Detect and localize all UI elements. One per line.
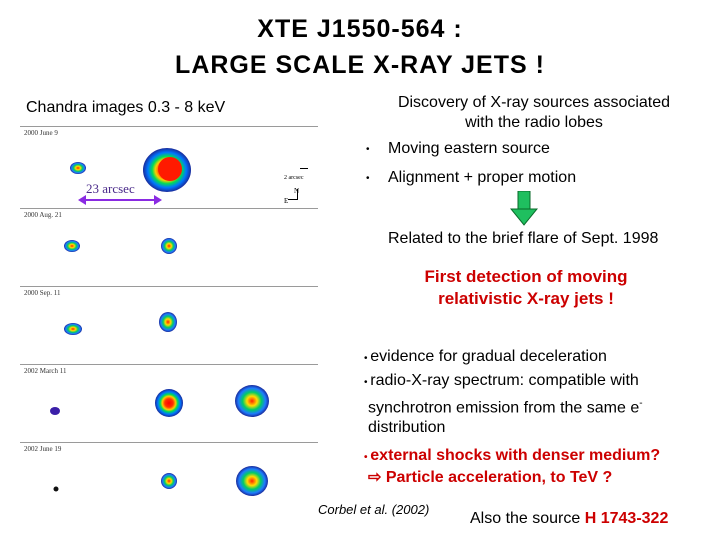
image-panel-2000-june-9: 2000 June 9 bbox=[20, 126, 318, 209]
scale-bar-right-arrow bbox=[154, 195, 162, 205]
point-spectrum-line-2: synchrotron emission from the same e- bbox=[368, 394, 643, 418]
point-spectrum-line-1: • radio-X-ray spectrum: compatible with bbox=[364, 371, 639, 393]
chandra-subtitle: Chandra images 0.3 - 8 keV bbox=[26, 99, 226, 116]
point-external-shocks-text: external shocks with denser medium? bbox=[370, 447, 661, 464]
central-source bbox=[161, 238, 177, 254]
panel-date: 2000 Sep. 11 bbox=[24, 289, 61, 297]
central-source bbox=[159, 312, 177, 332]
panel-5-sources bbox=[53, 466, 268, 496]
bullet-alignment: Alignment + proper motion bbox=[388, 169, 577, 186]
small-scale-tick bbox=[300, 168, 308, 169]
bullet-dot-2: • bbox=[366, 173, 370, 184]
image-panel-2002-march-11: 2002 March 11 bbox=[20, 364, 318, 443]
point-deceleration-text: evidence for gradual deceleration bbox=[370, 348, 607, 365]
highlight-line-2: relativistic X-ray jets ! bbox=[438, 289, 614, 308]
panel-date: 2000 Aug. 21 bbox=[24, 211, 62, 219]
chandra-image-stack: 2000 June 9 bbox=[20, 126, 318, 519]
eastern-jet-source bbox=[64, 323, 82, 335]
title-line-1: XTE J1550-564 : bbox=[257, 15, 463, 43]
central-source bbox=[161, 473, 177, 489]
central-source bbox=[155, 389, 183, 417]
image-panel-2000-sep-11: 2000 Sep. 11 bbox=[20, 286, 318, 365]
western-jet-source bbox=[235, 385, 269, 417]
scale-bar-left-arrow bbox=[78, 195, 86, 205]
also-source-text: Also the source H 1743-322 bbox=[470, 510, 668, 528]
electron-superscript: - bbox=[639, 398, 643, 409]
western-jet-source bbox=[236, 466, 268, 496]
scale-bar bbox=[84, 199, 154, 201]
point-spectrum-line-3: distribution bbox=[368, 419, 446, 436]
panel-date: 2002 June 19 bbox=[24, 445, 62, 453]
point-particle-acceleration-text: Particle acceleration, to TeV ? bbox=[385, 469, 613, 486]
eastern-jet-source bbox=[70, 162, 86, 174]
compass-north: N bbox=[294, 187, 299, 195]
bullet-dot: • bbox=[364, 353, 371, 364]
intro-line-2: with the radio lobes bbox=[465, 114, 603, 131]
panel-3-sources bbox=[64, 312, 177, 335]
point-spectrum-text-1: radio-X-ray spectrum: compatible with bbox=[370, 372, 639, 389]
panel-date: 2000 June 9 bbox=[24, 129, 58, 137]
compass-vertical bbox=[297, 189, 298, 199]
small-scale-label: 2 arcsec bbox=[284, 175, 304, 181]
image-panel-2002-june-19: 2002 June 19 bbox=[20, 442, 318, 519]
compass-east: E bbox=[284, 197, 289, 205]
also-source-name: H 1743-322 bbox=[584, 510, 669, 527]
eastern-jet-source bbox=[53, 486, 59, 492]
citation: Corbel et al. (2002) bbox=[318, 502, 430, 517]
point-external-shocks: • external shocks with denser medium? bbox=[364, 446, 660, 468]
highlight-line-1: First detection of moving bbox=[424, 267, 628, 286]
eastern-jet-source bbox=[50, 407, 60, 415]
panel-date: 2002 March 11 bbox=[24, 367, 67, 375]
central-source-core bbox=[158, 157, 182, 181]
point-deceleration: • evidence for gradual deceleration bbox=[364, 347, 607, 369]
related-flare-text: Related to the brief flare of Sept. 1998 bbox=[388, 230, 659, 247]
right-arrow-icon: ⇨ bbox=[368, 469, 386, 486]
bullet-dot: • bbox=[364, 452, 371, 463]
point-spectrum-text-2: synchrotron emission from the same e bbox=[368, 399, 640, 417]
compass-horizontal bbox=[288, 199, 298, 200]
bullet-dot: • bbox=[364, 377, 371, 388]
panel-4-sources bbox=[50, 385, 269, 417]
panel-2-sources bbox=[64, 238, 177, 254]
bullet-dot-1: • bbox=[366, 144, 370, 155]
also-source-prefix: Also the source bbox=[470, 510, 585, 527]
down-arrow-icon bbox=[510, 191, 538, 226]
intro-line-1: Discovery of X-ray sources associated bbox=[397, 94, 671, 111]
eastern-jet-source bbox=[64, 240, 80, 252]
title-line-2: LARGE SCALE X-RAY JETS ! bbox=[175, 51, 545, 79]
image-panel-2000-aug-21: 2000 Aug. 21 bbox=[20, 208, 318, 287]
panel-1-sources bbox=[70, 148, 191, 192]
scale-label: 23 arcsec bbox=[86, 181, 135, 196]
bullet-moving-eastern: Moving eastern source bbox=[388, 140, 550, 157]
point-particle-acceleration: ⇨ Particle acceleration, to TeV ? bbox=[368, 468, 612, 488]
